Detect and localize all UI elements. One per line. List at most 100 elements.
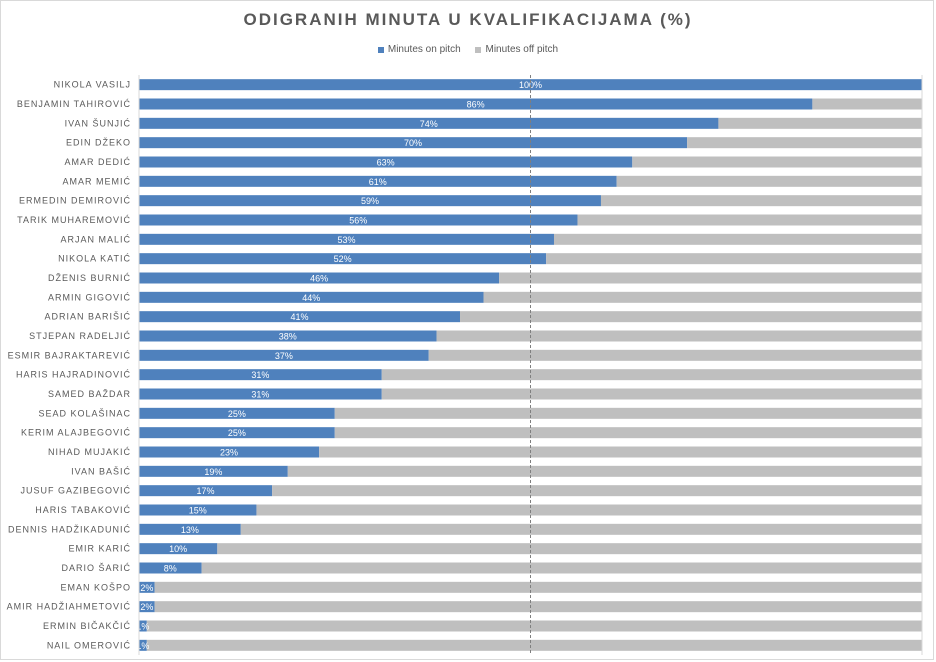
category-label: NIHAD MUJAKIĆ bbox=[48, 447, 131, 457]
bar-off-pitch bbox=[553, 233, 922, 245]
category-label: BENJAMIN TAHIROVIĆ bbox=[17, 99, 131, 109]
bar-off-pitch bbox=[217, 543, 923, 555]
chart-legend: Minutes on pitch Minutes off pitch bbox=[0, 44, 936, 56]
data-label: 53% bbox=[337, 235, 355, 245]
bar-off-pitch bbox=[201, 562, 922, 574]
data-label: 37% bbox=[275, 351, 293, 361]
data-label: 15% bbox=[189, 506, 207, 516]
category-label: ERMEDIN DEMIROVIĆ bbox=[19, 196, 131, 206]
bar-on-pitch bbox=[139, 407, 335, 419]
bar-on-pitch bbox=[139, 369, 382, 381]
data-label: 56% bbox=[349, 216, 367, 226]
legend-swatch-on-pitch bbox=[377, 46, 384, 53]
bar-on-pitch bbox=[139, 543, 218, 555]
bar-off-pitch bbox=[146, 620, 922, 632]
data-label: 59% bbox=[361, 196, 379, 206]
bar-off-pitch bbox=[334, 427, 922, 439]
data-label: 13% bbox=[181, 525, 199, 535]
data-label: 25% bbox=[228, 409, 246, 419]
data-label: 74% bbox=[420, 119, 438, 129]
data-label: 1% bbox=[136, 641, 149, 651]
category-label: ARMIN GIGOVIĆ bbox=[48, 292, 131, 302]
bar-on-pitch bbox=[139, 446, 320, 458]
bar-off-pitch bbox=[436, 330, 922, 342]
bar-on-pitch bbox=[139, 291, 484, 303]
bar-on-pitch bbox=[139, 504, 257, 516]
bar-on-pitch bbox=[139, 233, 554, 245]
data-label: 31% bbox=[251, 390, 269, 400]
category-label: ERMIN BIČAKČIĆ bbox=[43, 621, 131, 631]
data-label: 38% bbox=[279, 332, 297, 342]
bar-off-pitch bbox=[460, 311, 922, 323]
bar-off-pitch bbox=[483, 291, 922, 303]
data-label: 25% bbox=[228, 428, 246, 438]
data-label: 70% bbox=[404, 138, 422, 148]
data-label: 10% bbox=[169, 544, 187, 554]
bar-on-pitch bbox=[139, 311, 461, 323]
bar-on-pitch bbox=[139, 349, 429, 361]
bar-off-pitch bbox=[632, 156, 922, 168]
category-label: JUSUF GAZIBEGOVIĆ bbox=[20, 486, 131, 496]
data-label: 23% bbox=[220, 448, 238, 458]
bar-on-pitch bbox=[139, 272, 500, 284]
category-label: NAIL OMEROVIĆ bbox=[47, 640, 131, 650]
bar-off-pitch bbox=[718, 117, 922, 129]
category-label: DENNIS HADŽIKADUNIĆ bbox=[8, 524, 131, 534]
bar-on-pitch bbox=[139, 175, 617, 187]
bar-on-pitch bbox=[139, 330, 437, 342]
bar-off-pitch bbox=[812, 98, 922, 110]
bar-off-pitch bbox=[154, 601, 922, 613]
category-label: ESMIR BAJRAKTAREVIĆ bbox=[8, 350, 131, 360]
data-label: 52% bbox=[334, 254, 352, 264]
bar-on-pitch bbox=[139, 601, 155, 613]
data-label: 31% bbox=[251, 370, 269, 380]
category-label: NIKOLA KATIĆ bbox=[58, 254, 131, 264]
bar-on-pitch bbox=[139, 117, 719, 129]
category-label: DARIO ŠARIĆ bbox=[61, 563, 131, 573]
category-label: IVAN BAŠIĆ bbox=[71, 466, 131, 476]
legend-item-off-pitch: Minutes off pitch bbox=[475, 44, 558, 55]
data-label: 63% bbox=[377, 158, 395, 168]
category-label: EMAN KOŠPO bbox=[60, 582, 131, 592]
category-label: EDIN DŽEKO bbox=[66, 138, 131, 148]
bar-on-pitch bbox=[139, 98, 813, 110]
category-label: STJEPAN RADELJIĆ bbox=[29, 331, 131, 341]
bar-off-pitch bbox=[146, 639, 922, 651]
bar-on-pitch bbox=[139, 79, 922, 91]
bar-off-pitch bbox=[256, 504, 922, 516]
legend-item-on-pitch: Minutes on pitch bbox=[377, 44, 461, 55]
bar-off-pitch bbox=[600, 195, 922, 207]
data-label: 41% bbox=[291, 312, 309, 322]
bar-off-pitch bbox=[687, 137, 922, 149]
category-label: SAMED BAŽDAR bbox=[48, 389, 131, 399]
bar-off-pitch bbox=[287, 465, 922, 477]
bar-off-pitch bbox=[381, 369, 923, 381]
bar-off-pitch bbox=[577, 214, 922, 226]
data-label: 2% bbox=[140, 602, 153, 612]
category-label: HARIS TABAKOVIĆ bbox=[35, 505, 131, 515]
bar-off-pitch bbox=[154, 581, 922, 593]
data-label: 61% bbox=[369, 177, 387, 187]
data-label: 2% bbox=[140, 583, 153, 593]
bar-off-pitch bbox=[616, 175, 922, 187]
bar-on-pitch bbox=[139, 581, 155, 593]
legend-label-off-pitch: Minutes off pitch bbox=[485, 44, 559, 55]
bar-off-pitch bbox=[319, 446, 923, 458]
category-label: EMIR KARIĆ bbox=[68, 544, 131, 554]
bar-off-pitch bbox=[381, 388, 923, 400]
bar-off-pitch bbox=[272, 485, 922, 497]
bar-on-pitch bbox=[139, 388, 382, 400]
bar-on-pitch bbox=[139, 485, 273, 497]
category-label: DŽENIS BURNIĆ bbox=[48, 273, 131, 283]
bar-on-pitch bbox=[139, 137, 688, 149]
bar-on-pitch bbox=[139, 156, 633, 168]
bar-on-pitch bbox=[139, 639, 147, 651]
bar-off-pitch bbox=[499, 272, 922, 284]
bar-on-pitch bbox=[139, 620, 147, 632]
bar-on-pitch bbox=[139, 214, 578, 226]
category-label: IVAN ŠUNJIĆ bbox=[65, 118, 131, 128]
data-label: 86% bbox=[467, 100, 485, 110]
bar-off-pitch bbox=[546, 253, 922, 265]
